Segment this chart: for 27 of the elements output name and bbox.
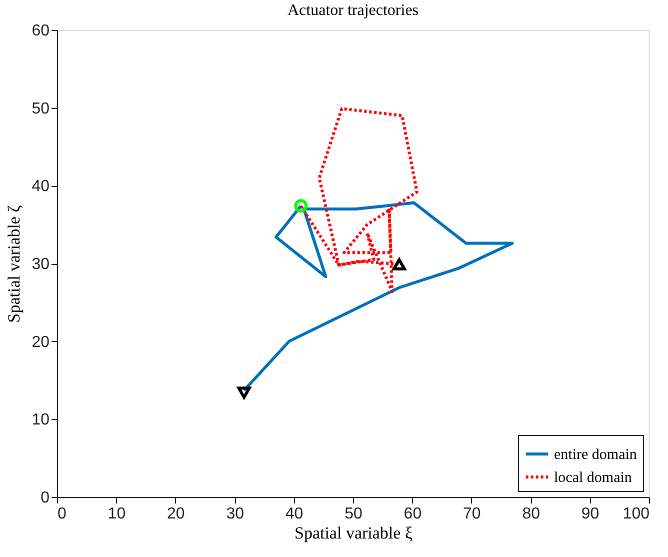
x-tick-label: 20 bbox=[167, 506, 185, 522]
legend-label: entire domain bbox=[554, 447, 638, 463]
y-tick-label: 30 bbox=[32, 256, 50, 273]
y-tick-label: 40 bbox=[32, 178, 50, 196]
legend-label: local domain bbox=[554, 470, 632, 486]
y-axis-title: Spatial variable ζ bbox=[4, 205, 24, 323]
y-tick-label: 50 bbox=[32, 100, 50, 118]
x-tick-label: 0 bbox=[58, 506, 66, 522]
x-tick-label: 80 bbox=[522, 506, 540, 522]
x-tick-label: 90 bbox=[581, 506, 600, 522]
line-series bbox=[299, 107, 418, 294]
x-tick-label: 10 bbox=[108, 506, 126, 522]
point bbox=[294, 199, 308, 213]
point bbox=[392, 258, 406, 270]
y-tick-label: 10 bbox=[32, 412, 50, 429]
chart-title: Actuator trajectories bbox=[287, 2, 419, 19]
point bbox=[237, 386, 251, 399]
x-tick-label: 60 bbox=[404, 506, 422, 522]
y-tick-label: 20 bbox=[32, 334, 50, 351]
x-tick-label: 100 bbox=[622, 506, 650, 522]
x-tick-label: 30 bbox=[226, 506, 244, 522]
x-tick-label: 40 bbox=[285, 506, 304, 522]
x-tick-label: 70 bbox=[463, 506, 481, 522]
x-tick-label: 50 bbox=[344, 506, 362, 522]
y-tick-label: 0 bbox=[40, 490, 50, 506]
x-axis-title: Spatial variable ξ bbox=[294, 524, 413, 542]
y-tick-label: 60 bbox=[32, 22, 50, 40]
